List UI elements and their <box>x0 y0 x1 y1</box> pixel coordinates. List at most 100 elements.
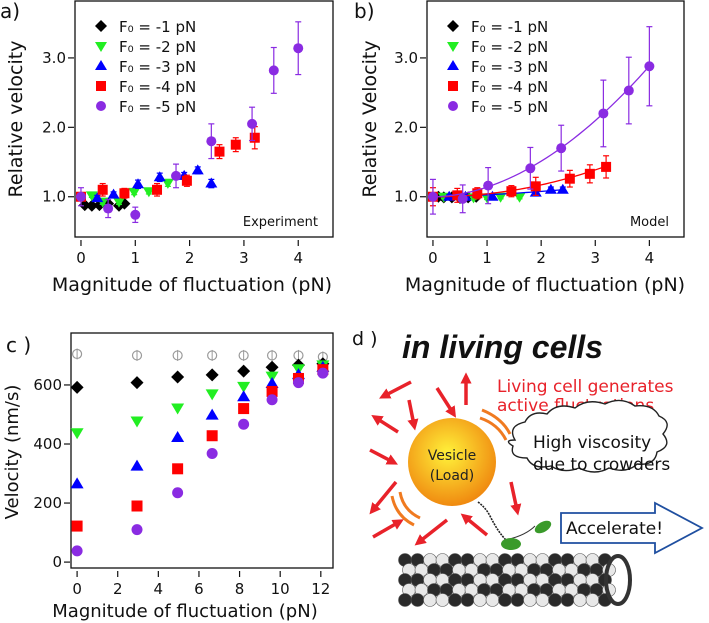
y-tick-label: 3.0 <box>42 49 66 67</box>
diamond-marker <box>85 199 98 212</box>
circle-marker <box>483 180 494 191</box>
plot-frame <box>74 0 334 238</box>
x-axis-label: Magnitude of fluctuation (pN) <box>405 274 685 296</box>
y-tick-label: 1.0 <box>394 188 418 206</box>
circle-marker <box>247 118 258 129</box>
square-marker <box>181 175 192 186</box>
tubulin-subunit <box>410 593 425 607</box>
square-marker <box>97 184 108 195</box>
y-axis-label: Relative Velocity <box>359 40 381 197</box>
circle-marker <box>427 191 438 202</box>
series-0 <box>71 348 328 363</box>
circle-marker <box>103 203 114 214</box>
x-tick-label: 8 <box>235 580 245 598</box>
square-marker <box>472 188 483 199</box>
circle-marker <box>206 447 218 459</box>
triangle-up-marker <box>447 60 459 70</box>
tubulin-subunit <box>448 593 462 607</box>
square-marker <box>584 168 595 179</box>
x-tick-label: 0 <box>428 249 438 267</box>
triangle-up-marker <box>486 190 499 201</box>
linker-tether <box>477 501 507 541</box>
square-marker <box>452 190 463 201</box>
x-tick-label: 0 <box>72 580 82 598</box>
triangle-down-marker <box>142 187 155 198</box>
accelerate-label: Accelerate! <box>566 519 663 539</box>
panel-c-chart: c ) Velocity (nm/s) Magnitude of fluctua… <box>2 332 334 622</box>
diamond-marker <box>265 360 279 374</box>
tubulin-subunit <box>485 593 500 607</box>
square-marker <box>119 188 130 199</box>
tubulin-subunit <box>398 593 412 607</box>
panel-b-chart: b) Relative Velocity Magnitude of fluctu… <box>354 0 685 296</box>
y-axis-label: Velocity (nm/s) <box>2 385 23 520</box>
triangle-up-marker <box>191 164 204 175</box>
panel-label-a: a) <box>0 0 20 23</box>
tubulin-subunit <box>435 593 450 607</box>
triangle-up-marker <box>171 431 185 443</box>
microtubule <box>398 553 632 607</box>
accelerate-arrow <box>560 501 704 555</box>
tubulin-subunit <box>523 593 537 607</box>
x-tick-label: 0 <box>76 249 86 267</box>
triangle-down-marker <box>130 416 144 428</box>
circle-marker <box>130 209 141 220</box>
triangle-down-marker <box>112 197 125 208</box>
square-marker <box>152 184 163 195</box>
legend-label: F₀ = -1 pN <box>119 18 196 36</box>
triangle-up-marker <box>153 171 166 182</box>
x-tick-label: 4 <box>154 580 164 598</box>
circle-marker <box>525 163 536 174</box>
circle-marker <box>172 487 184 499</box>
x-tick-label: 6 <box>194 580 204 598</box>
triangle-down-marker <box>513 192 526 203</box>
vesicle-label-line1: Vesicle <box>428 448 477 464</box>
diamond-marker <box>205 368 219 382</box>
plot-frame <box>70 332 334 569</box>
x-tick-label: 3 <box>239 249 249 267</box>
tubulin-subunit <box>585 593 600 607</box>
triangle-down-marker <box>494 192 507 203</box>
square-marker <box>564 173 575 184</box>
diamond-marker <box>447 20 459 32</box>
y-tick-label: 3.0 <box>394 49 418 67</box>
fluctuation-arrows <box>369 372 522 546</box>
y-axis-label: Relative velocity <box>5 41 27 198</box>
triangle-down-marker <box>70 428 84 440</box>
diamond-marker <box>95 20 107 32</box>
vesicle <box>408 418 496 506</box>
x-tick-label: 2 <box>536 249 546 267</box>
panel-d-illustration: d ) in living cells Living cell generate… <box>352 328 704 607</box>
diamond-marker <box>237 364 251 378</box>
circle-marker <box>457 193 468 204</box>
series-3 <box>75 126 260 202</box>
circle-marker <box>71 545 83 557</box>
y-tick-label: 400 <box>33 435 62 453</box>
tubulin-subunit <box>573 593 587 607</box>
triangle-down-marker <box>237 381 251 393</box>
legend-label: F₀ = -2 pN <box>119 38 196 56</box>
panel-label-c: c ) <box>6 333 31 357</box>
series-5 <box>71 367 329 557</box>
triangle-up-marker <box>132 178 145 189</box>
motor-neck <box>504 525 536 541</box>
circle-marker <box>206 136 217 147</box>
x-tick-label: 4 <box>645 249 655 267</box>
series-2 <box>70 360 330 440</box>
triangle-down-marker <box>447 42 459 52</box>
panel-a-chart: a) Relative velocity Magnitude of fluctu… <box>0 0 334 296</box>
triangle-up-marker <box>70 477 84 489</box>
circle-marker <box>293 43 304 54</box>
plot-frame <box>426 0 685 238</box>
tubulin-subunit <box>460 593 475 607</box>
x-tick-label: 10 <box>271 580 290 598</box>
diamond-marker <box>70 380 84 394</box>
motor-head-1 <box>501 538 521 550</box>
legend-label: F₀ = -5 pN <box>471 98 548 116</box>
triangle-down-marker <box>95 42 107 52</box>
series-4 <box>427 26 655 215</box>
legend-label: F₀ = -4 pN <box>119 78 196 96</box>
tubulin-subunit <box>498 593 512 607</box>
triangle-down-marker <box>205 389 219 401</box>
circle-marker <box>556 143 567 154</box>
